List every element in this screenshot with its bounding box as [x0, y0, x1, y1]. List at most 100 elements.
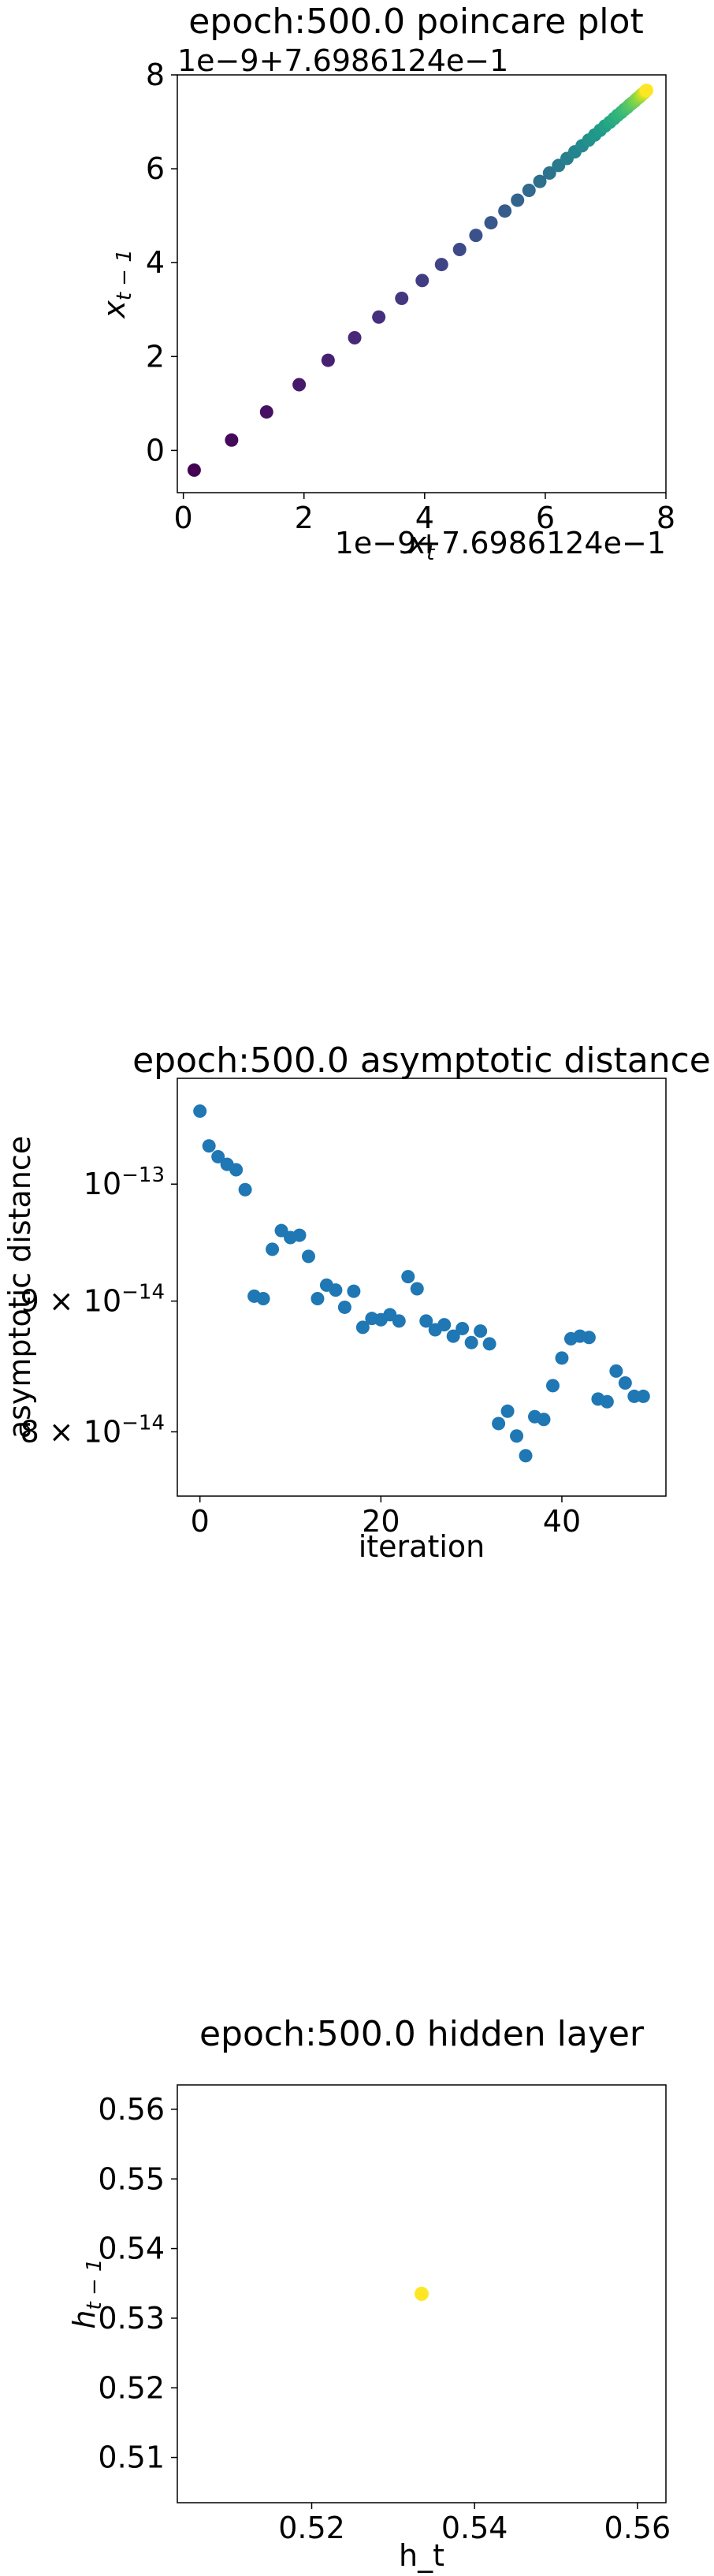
- data-point: [229, 1163, 244, 1177]
- data-point: [202, 1139, 216, 1153]
- point-group: [415, 2287, 429, 2301]
- data-point: [311, 1291, 325, 1305]
- data-point: [329, 1283, 343, 1297]
- data-point: [511, 193, 525, 207]
- y-tick-label: 9 × 10−14: [20, 1281, 165, 1319]
- y-tick-label: 2: [146, 339, 165, 374]
- y-tick-label: 0: [146, 433, 165, 467]
- data-point: [415, 2287, 429, 2301]
- data-point: [500, 1404, 515, 1418]
- data-point: [484, 216, 498, 230]
- y-axis-label: ht − 1: [67, 2258, 106, 2328]
- data-point: [348, 330, 362, 344]
- x-tick-label: 40: [543, 1504, 581, 1539]
- data-point: [469, 229, 483, 243]
- data-point: [618, 1375, 632, 1390]
- data-point: [301, 1249, 315, 1264]
- x-tick-label: 0.52: [278, 2511, 345, 2545]
- y-axis-label: asymptotic distance: [2, 1136, 37, 1439]
- chart-title: epoch:500.0 asymptotic distance: [132, 1040, 711, 1081]
- data-point: [498, 204, 512, 218]
- data-point: [609, 1364, 623, 1378]
- y-tick-label: 4: [146, 245, 165, 280]
- data-point: [519, 1449, 533, 1463]
- y-tick-label: 0.56: [98, 2092, 165, 2127]
- y-tick-label: 8: [146, 58, 165, 92]
- data-point: [542, 166, 556, 180]
- data-point: [274, 1223, 288, 1238]
- y-tick-label: 0.52: [98, 2370, 165, 2405]
- point-group: [193, 1104, 650, 1463]
- tick-group: 0 2 4 6 8 0 2 4 6 8: [146, 58, 675, 535]
- hidden-layer-plot: epoch:500.0 hidden layer 0.52 0.54 0.56 0.5…: [67, 2014, 671, 2573]
- data-point: [437, 1318, 452, 1332]
- y-tick-label: 6: [146, 151, 165, 186]
- data-point: [456, 1321, 470, 1335]
- data-point: [582, 1331, 596, 1345]
- data-point: [187, 463, 201, 477]
- data-point: [193, 1104, 207, 1119]
- x-offset-text: 1e−9+7.6986124e−1: [335, 526, 666, 560]
- x-tick-label: 8: [656, 501, 675, 535]
- data-point: [419, 1314, 433, 1328]
- data-point: [211, 1149, 225, 1163]
- plot-frame: [177, 74, 667, 493]
- data-point: [259, 405, 273, 419]
- data-point: [415, 274, 430, 288]
- data-point: [446, 1329, 460, 1343]
- point-group: [187, 84, 654, 477]
- x-tick-label: 4: [415, 501, 434, 535]
- data-point: [522, 183, 536, 197]
- chart-title: epoch:500.0 poincare plot: [188, 2, 643, 42]
- data-point: [238, 1182, 252, 1197]
- x-tick-label: 0.54: [441, 2511, 508, 2545]
- y-tick-label: 10−13: [84, 1163, 165, 1201]
- data-point: [464, 1335, 478, 1349]
- data-point: [266, 1242, 280, 1256]
- data-point: [292, 1228, 307, 1242]
- data-point: [492, 1416, 506, 1431]
- poincare-plot: epoch:500.0 poincare plot 1e−9+7.6986124…: [97, 2, 675, 565]
- data-point: [410, 1282, 424, 1296]
- data-point: [510, 1429, 524, 1443]
- x-axis-label: h_t: [399, 2538, 444, 2573]
- data-point: [452, 243, 467, 257]
- x-tick-label: 0.56: [604, 2511, 671, 2545]
- data-point: [482, 1337, 496, 1351]
- asymptotic-distance-plot: epoch:500.0 asymptotic distance 0 20 40 10−…: [2, 1040, 711, 1564]
- chart-title: epoch:500.0 hidden layer: [199, 2014, 645, 2054]
- data-point: [337, 1300, 351, 1314]
- data-point: [555, 1351, 569, 1365]
- data-point: [401, 1270, 415, 1284]
- data-point: [636, 1389, 650, 1403]
- data-point: [372, 310, 386, 324]
- data-point: [347, 1284, 361, 1298]
- data-point: [392, 1314, 406, 1328]
- x-tick-label: 6: [536, 501, 555, 535]
- data-point: [395, 291, 409, 305]
- y-tick-label: 8 × 10−14: [20, 1411, 165, 1449]
- data-point: [533, 174, 547, 188]
- x-tick-label: 0: [174, 501, 193, 535]
- data-point: [292, 378, 307, 392]
- data-point: [225, 433, 239, 447]
- x-axis-label: iteration: [359, 1529, 485, 1564]
- plot-frame: [177, 2084, 667, 2503]
- data-point: [321, 353, 335, 367]
- tick-group: 0 20 40 10−13 9 × 10−14 8 × 10−14: [20, 1163, 582, 1539]
- plot-frame: [177, 1078, 667, 1497]
- data-point: [355, 1320, 370, 1335]
- tick-group: 0.52 0.54 0.56 0.51 0.52 0.53 0.54 0.55 0.56: [98, 2092, 671, 2545]
- data-point: [474, 1324, 488, 1338]
- y-tick-label: 0.54: [98, 2232, 165, 2266]
- x-tick-label: 2: [295, 501, 314, 535]
- data-point: [545, 1379, 560, 1393]
- data-point: [537, 1413, 551, 1427]
- y-tick-label: 0.55: [98, 2161, 165, 2196]
- data-point: [600, 1394, 614, 1409]
- data-point: [640, 84, 654, 98]
- x-tick-label: 0: [191, 1504, 210, 1539]
- y-tick-label: 0.51: [98, 2440, 165, 2475]
- data-point: [256, 1291, 270, 1305]
